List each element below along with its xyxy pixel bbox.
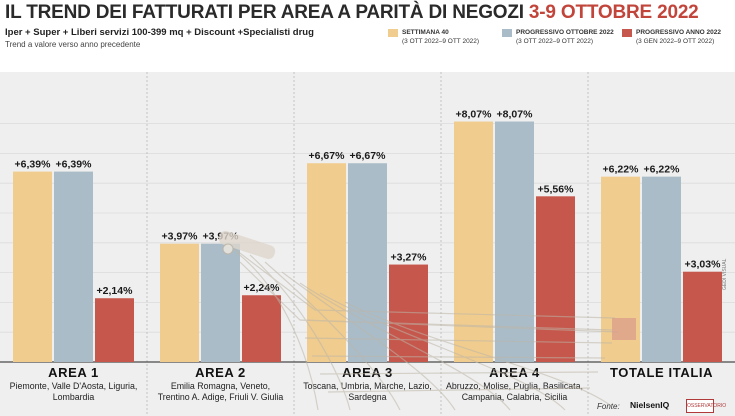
osservatorio-logo: OSSERVATORIO [686,399,726,413]
legend-item-progressivo-ottobre: PROGRESSIVO OTTOBRE 2022 (3 OTT 2022–9 OT… [502,28,627,50]
credit-text: GEDI VISUAL [722,258,728,290]
data-label: +8,07% [497,109,534,121]
legend-item-progressivo-anno: PROGRESSIVO ANNO 2022 (3 GEN 2022–9 OTT 2… [622,28,734,50]
legend-swatch [388,29,398,37]
bar [54,171,93,362]
subtitle: Iper + Super + Liberi servizi 100-399 mq… [5,27,314,38]
category-label: AREA 1 [48,365,99,380]
data-label: +3,97% [203,231,240,243]
region-label: Emilia Romagna, Veneto, [171,381,270,391]
region-label: Abruzzo, Molise, Puglia, Basilicata, [446,381,583,391]
bar [242,295,281,362]
data-label: +8,07% [456,109,493,121]
region-label: Sardegna [348,392,386,402]
data-label: +3,97% [162,231,199,243]
legend-item-settimana: SETTIMANA 40 (3 OTT 2022–9 OTT 2022) [388,28,508,50]
region-label: Trentino A. Adige, Friuli V. Giulia [158,392,284,402]
category-label: AREA 2 [195,365,246,380]
bar [389,264,428,362]
legend-swatch [622,29,632,37]
nielseniq-logo: NielsenIQ [630,400,670,410]
region-label: Campania, Calabria, Sicilia [462,392,568,402]
data-label: +6,39% [15,159,52,171]
bar [601,176,640,362]
legend-period: (3 GEN 2022–9 OTT 2022) [636,38,715,45]
bar [13,171,52,362]
legend-period: (3 OTT 2022–9 OTT 2022) [516,38,594,45]
bar [683,271,722,362]
data-label: +6,22% [603,164,640,176]
category-label: AREA 4 [489,365,540,380]
bar [454,121,493,362]
data-label: +3,27% [391,252,428,264]
data-label: +6,22% [644,164,681,176]
data-label: +3,03% [685,259,722,271]
data-label: +6,67% [350,150,387,162]
chart-note: Trend a valore verso anno precedente [5,40,141,49]
legend-period: (3 OTT 2022–9 OTT 2022) [402,38,480,45]
legend-title: PROGRESSIVO OTTOBRE 2022 [516,29,614,36]
data-label: +2,14% [97,285,134,297]
legend-title: PROGRESSIVO ANNO 2022 [636,29,722,36]
data-label: +6,39% [56,159,93,171]
category-label: TOTALE ITALIA [610,365,713,380]
data-label: +5,56% [538,183,575,195]
bar [536,196,575,362]
data-label: +2,24% [244,282,281,294]
title-main: IL TREND DEI FATTURATI PER AREA A PARITÀ… [5,2,529,23]
bar [95,298,134,362]
bar [160,243,199,362]
data-label: +6,67% [309,150,346,162]
bar [348,163,387,362]
legend-swatch [502,29,512,37]
region-label: Toscana, Umbria, Marche, Lazio, [303,381,432,391]
bar [307,163,346,362]
bar [495,121,534,362]
title-date: 3-9 OTTOBRE 2022 [528,2,699,23]
legend-title: SETTIMANA 40 [402,29,449,36]
source-label: Fonte: [597,402,620,411]
region-label: Lombardia [53,392,95,402]
region-label: Piemonte, Valle D'Aosta, Liguria, [10,381,138,391]
bar [642,176,681,362]
bar [201,243,240,362]
page-title: IL TREND DEI FATTURATI PER AREA A PARITÀ… [5,2,730,26]
category-label: AREA 3 [342,365,393,380]
